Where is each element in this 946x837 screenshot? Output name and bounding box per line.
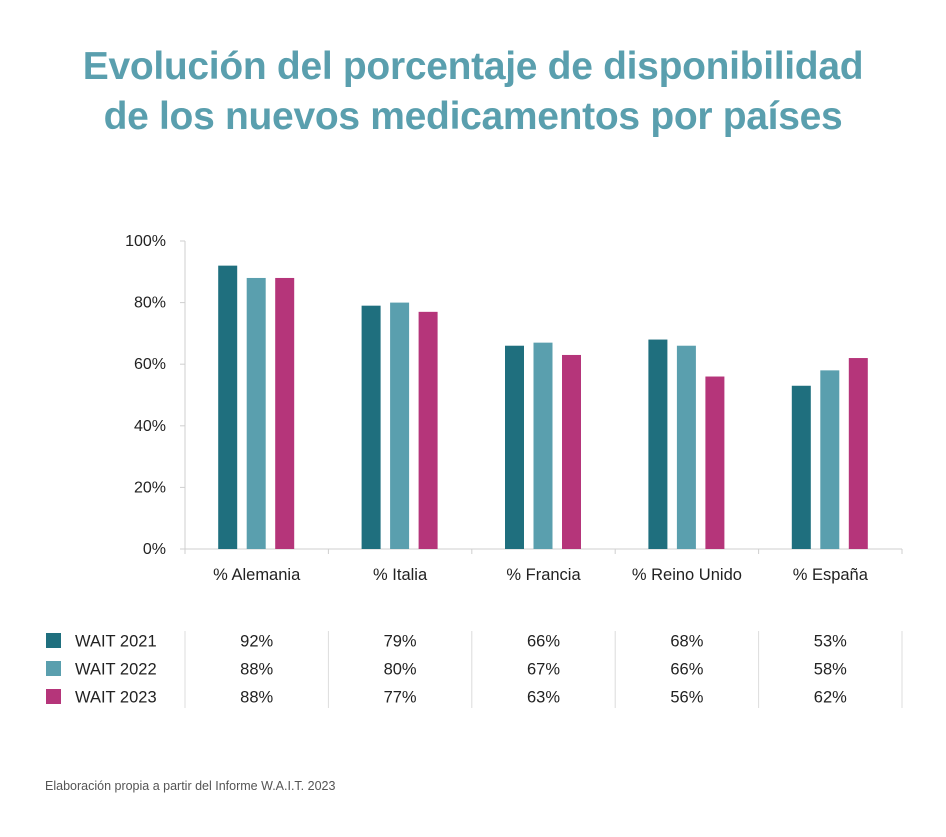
bar <box>676 345 696 549</box>
bar <box>246 277 266 549</box>
data-label: 88% <box>240 661 273 679</box>
data-label: 88% <box>240 689 273 707</box>
x-tick-label: % España <box>793 566 869 584</box>
y-tick-label: 40% <box>134 418 166 435</box>
bar <box>820 370 840 549</box>
bar <box>275 277 295 549</box>
legend-swatch <box>46 661 61 676</box>
data-label: 53% <box>814 633 847 651</box>
bar-chart: 0% 20% 40% 60% 80% 100% % Alemania % Italia % Fr… <box>46 233 903 708</box>
bar <box>361 305 381 549</box>
legend-label: WAIT 2021 <box>75 633 157 651</box>
bar <box>533 342 553 549</box>
data-label: 92% <box>240 633 273 651</box>
bar <box>218 265 238 549</box>
bar <box>390 302 410 549</box>
source-note: Elaboración propia a partir del Informe … <box>45 779 336 793</box>
y-tick-label: 80% <box>134 295 166 312</box>
legend-swatch <box>46 689 61 704</box>
data-label: 63% <box>527 689 560 707</box>
x-tick-label: % Italia <box>373 566 428 584</box>
y-tick-label: 100% <box>125 233 166 250</box>
x-tick-label: % Francia <box>506 566 581 584</box>
y-tick-label: 20% <box>134 479 166 496</box>
x-tick-label: % Alemania <box>213 566 301 584</box>
data-label: 66% <box>527 633 560 651</box>
data-label: 77% <box>384 689 417 707</box>
data-label: 58% <box>814 661 847 679</box>
data-label: 68% <box>670 633 703 651</box>
legend-swatch <box>46 633 61 648</box>
bar <box>505 345 524 549</box>
y-tick-label: 60% <box>134 356 166 373</box>
bar <box>418 311 438 549</box>
legend-label: WAIT 2022 <box>75 661 157 679</box>
legend-label: WAIT 2023 <box>75 689 157 707</box>
data-label: 66% <box>670 661 703 679</box>
x-tick-label: % Reino Unido <box>632 566 742 584</box>
y-tick-label: 0% <box>143 541 166 558</box>
data-label: 62% <box>814 689 847 707</box>
data-label: 56% <box>670 689 703 707</box>
chart-title-line-2: de los nuevos medicamentos por países <box>103 95 843 138</box>
chart-title: Evolución del porcentaje de disponibilid… <box>0 42 946 142</box>
bar <box>791 385 811 549</box>
data-label: 79% <box>384 633 417 651</box>
bar <box>562 354 581 549</box>
data-label: 80% <box>384 661 417 679</box>
bar <box>705 376 725 549</box>
bar <box>648 339 668 549</box>
bar <box>848 358 868 549</box>
chart-title-line-1: Evolución del porcentaje de disponibilid… <box>82 45 864 88</box>
data-label: 67% <box>527 661 560 679</box>
